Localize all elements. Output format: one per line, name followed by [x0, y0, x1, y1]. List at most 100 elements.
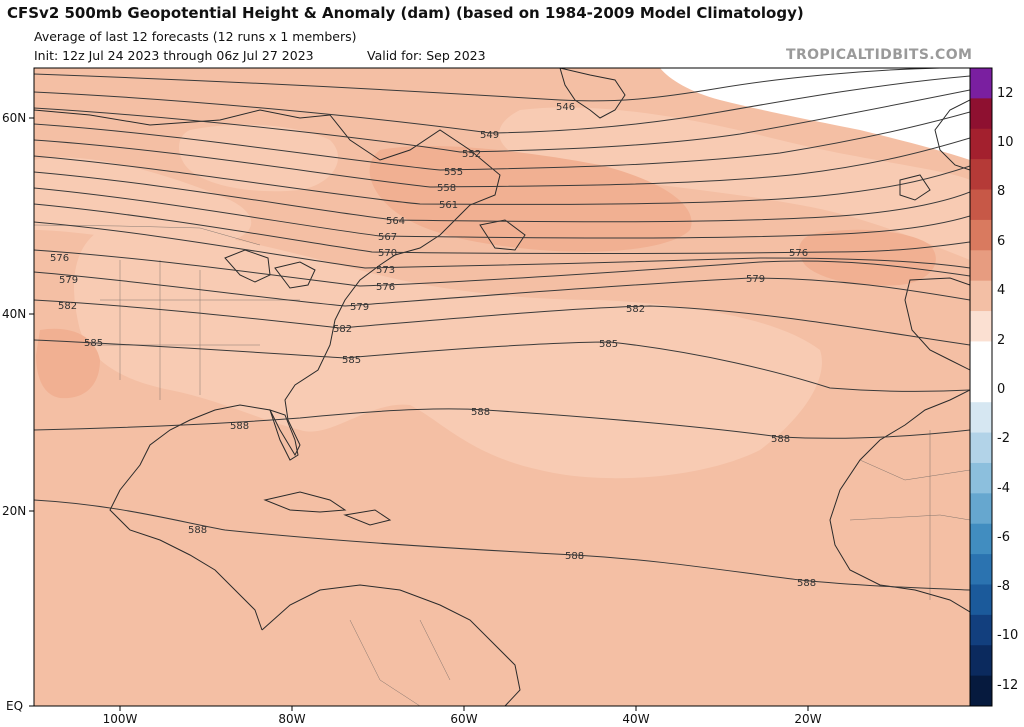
colorbar-segment	[970, 189, 992, 221]
contour-546	[34, 68, 941, 102]
colorbar-segment	[970, 250, 992, 282]
colorbar-segment	[970, 462, 992, 494]
colorbar-label-neg8: -8	[997, 579, 1010, 594]
contour-567	[34, 187, 970, 239]
lat-label-20n: 20N	[2, 504, 26, 518]
colorbar-segment	[970, 128, 992, 160]
colorbar-segment	[970, 645, 992, 677]
colorbar-label-0: 0	[997, 382, 1005, 397]
contour-labels: 546 549 552 555 558 561 564 567 570 573 …	[50, 102, 816, 589]
contour-582	[34, 299, 970, 346]
colorbar-segment	[970, 675, 992, 707]
contour-label-585-c: 585	[599, 339, 618, 350]
contour-label-549: 549	[480, 130, 499, 141]
lat-label-40n: 40N	[2, 307, 26, 321]
anomaly-light-zone-canada	[178, 124, 339, 192]
colorbar-segment	[970, 493, 992, 525]
contour-label-588-e: 588	[565, 551, 584, 562]
contour-label-546: 546	[556, 102, 575, 113]
anomaly-dark-zone-gulf	[36, 328, 100, 399]
contour-label-588-b: 588	[471, 407, 490, 418]
colorbar-label-neg4: -4	[997, 481, 1010, 496]
contour-588-south	[34, 499, 970, 591]
contour-label-576-c: 576	[789, 248, 808, 259]
colorbar-segment	[970, 311, 992, 342]
contour-570	[34, 203, 970, 254]
height-contours	[34, 68, 970, 591]
lat-label-60n: 60N	[2, 111, 26, 125]
contour-579	[34, 271, 970, 307]
colorbar-segment	[970, 68, 992, 99]
valid-time: Valid for: Sep 2023	[367, 48, 486, 63]
contour-label-588-c: 588	[771, 434, 790, 445]
coastlines	[34, 68, 970, 706]
lon-label-60w: 60W	[450, 712, 477, 726]
colorbar-segment	[970, 371, 992, 403]
colorbar-label-2: 2	[997, 333, 1005, 348]
contour-label-552: 552	[462, 149, 481, 160]
contour-549	[34, 75, 970, 134]
contour-561	[34, 155, 970, 205]
colorbar-segment	[970, 614, 992, 646]
colorbar	[970, 68, 992, 707]
map-header: CFSv2 500mb Geopotential Height & Anomal…	[0, 0, 1024, 68]
contour-label-588-a: 588	[230, 421, 249, 432]
contour-label-576-a: 576	[50, 253, 69, 264]
contour-label-582-b: 582	[333, 324, 352, 335]
colorbar-labels: 12 10 8 6 4 2 0 -2 -4 -6 -8 -10 -12	[997, 86, 1018, 693]
contour-576	[34, 249, 970, 287]
init-time: Init: 12z Jul 24 2023 through 06z Jul 27…	[34, 48, 314, 63]
contour-label-588-f: 588	[797, 578, 816, 589]
colorbar-segment	[970, 584, 992, 616]
anomaly-dark-zone-east	[798, 229, 936, 286]
map-subtitle: Average of last 12 forecasts (12 runs x …	[34, 29, 357, 44]
lon-label-20w: 20W	[794, 712, 821, 726]
lon-label-40w: 40W	[622, 712, 649, 726]
anomaly-light-zone	[74, 228, 822, 479]
contour-552	[34, 89, 970, 153]
contour-label-579-b: 579	[350, 302, 369, 313]
contour-label-582-c: 582	[626, 304, 645, 315]
watermark: TROPICALTIDBITS.COM	[786, 47, 973, 63]
contour-label-579-c: 579	[746, 274, 765, 285]
contour-label-579-a: 579	[59, 275, 78, 286]
colorbar-segment	[970, 432, 992, 464]
colorbar-segment	[970, 159, 992, 191]
contour-label-564: 564	[386, 216, 405, 227]
colorbar-label-neg12: -12	[997, 678, 1018, 693]
colorbar-segment	[970, 523, 992, 555]
lon-label-80w: 80W	[278, 712, 305, 726]
colorbar-frame	[969, 67, 993, 707]
lat-label-eq: EQ	[6, 699, 23, 713]
contour-label-588-d: 588	[188, 525, 207, 536]
contour-label-567: 567	[378, 232, 397, 243]
contour-555	[34, 111, 970, 171]
map-panel: 546 549 552 555 558 561 564 567 570 573 …	[34, 68, 970, 706]
lon-label-100w: 100W	[103, 712, 138, 726]
contour-564	[34, 171, 970, 223]
contour-label-555: 555	[444, 167, 463, 178]
contour-label-570: 570	[378, 248, 397, 259]
anomaly-neutral-zone	[660, 68, 970, 160]
contour-588-north	[34, 408, 970, 439]
political-borders	[34, 224, 970, 706]
colorbar-segment	[970, 554, 992, 585]
contour-label-585-a: 585	[84, 338, 103, 349]
colorbar-label-neg6: -6	[997, 530, 1010, 545]
colorbar-segment	[970, 98, 992, 130]
map-title: CFSv2 500mb Geopotential Height & Anomal…	[7, 4, 804, 22]
colorbar-segment	[970, 341, 992, 373]
colorbar-label-6: 6	[997, 234, 1005, 249]
axis-ticks	[29, 117, 809, 711]
colorbar-segment	[970, 280, 992, 312]
colorbar-label-8: 8	[997, 184, 1005, 199]
colorbar-label-neg2: -2	[997, 431, 1010, 446]
contour-label-558: 558	[437, 183, 456, 194]
contour-label-561: 561	[439, 200, 458, 211]
colorbar-segment	[970, 219, 992, 251]
contour-558	[34, 137, 970, 188]
colorbar-label-neg10: -10	[997, 628, 1018, 643]
contour-585	[34, 339, 970, 392]
contour-label-585-b: 585	[342, 355, 361, 366]
